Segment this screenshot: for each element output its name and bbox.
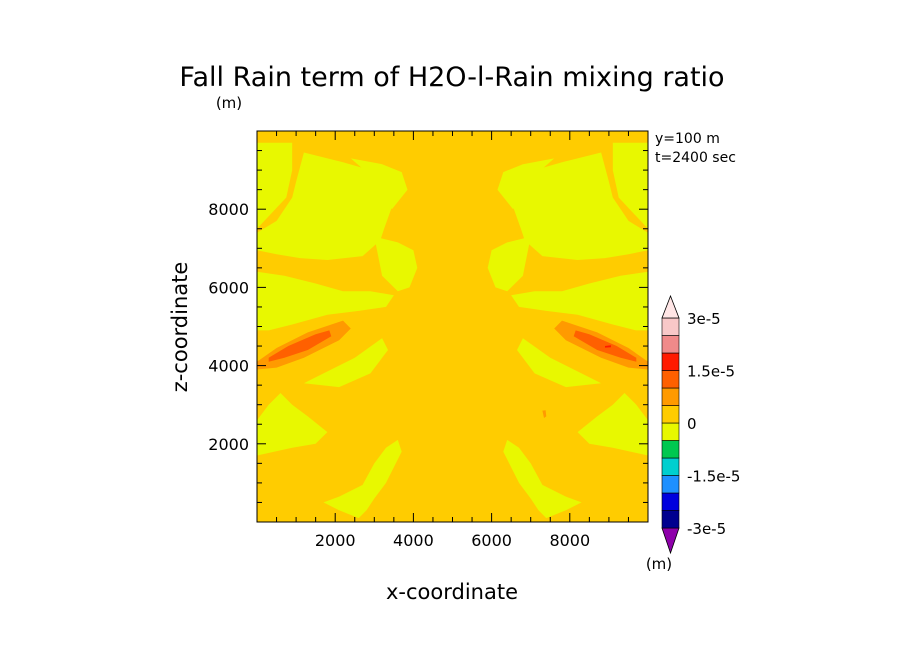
contour-region-6 xyxy=(374,236,418,292)
contour-region-13 xyxy=(577,393,648,456)
colorbar-box xyxy=(661,440,680,459)
colorbar-box xyxy=(661,510,680,529)
y-axis-label: z-coordinate xyxy=(168,262,192,393)
colorbar-box xyxy=(661,475,680,494)
colorbar-label: 1.5e-5 xyxy=(687,363,735,381)
colorbar-box xyxy=(661,335,680,354)
contour-region-4 xyxy=(350,158,408,210)
x-axis-label: x-coordinate xyxy=(386,580,518,604)
colorbar-box xyxy=(661,387,680,406)
colorbar-box xyxy=(661,370,680,389)
contour-regions xyxy=(257,142,648,519)
annotation-y: y=100 m xyxy=(655,131,720,147)
colorbar-box xyxy=(661,492,680,511)
x-tick-label: 4000 xyxy=(393,531,434,550)
contour-region-2 xyxy=(257,152,394,260)
colorbar-labels: 3e-5 1.5e-5 0 -1.5e-5 -3e-5 xyxy=(687,310,740,538)
y-tick-label: 6000 xyxy=(208,278,249,297)
colorbar-unit: (m) xyxy=(646,555,672,573)
contour-region-12 xyxy=(257,393,328,456)
colorbar-upper-triangle xyxy=(661,294,680,319)
x-tick-label: 8000 xyxy=(549,531,590,550)
x-tick-label: 2000 xyxy=(315,531,356,550)
contour-region-3 xyxy=(511,152,648,260)
y-tick-label: 8000 xyxy=(208,200,249,219)
contour-region-5 xyxy=(497,158,555,210)
colorbar-label: -3e-5 xyxy=(687,520,726,538)
contour-region-20 xyxy=(605,345,611,348)
contour-region-7 xyxy=(487,236,531,292)
annotation-t: t=2400 sec xyxy=(655,150,736,166)
colorbar-label: 3e-5 xyxy=(687,310,721,328)
colorbar-box xyxy=(661,405,680,424)
contour-region-0 xyxy=(257,142,293,229)
contour-region-21 xyxy=(542,410,547,418)
colorbar-box xyxy=(661,352,680,371)
y-tick-label: 4000 xyxy=(208,357,249,376)
colorbar-label: 0 xyxy=(687,415,697,433)
contour-region-11 xyxy=(517,338,602,388)
contour-region-9 xyxy=(511,271,648,331)
y-tick-labels: 2000 4000 6000 8000 xyxy=(208,200,249,454)
colorbar-lower-triangle xyxy=(661,527,680,555)
contour-region-1 xyxy=(612,142,648,229)
contour-region-8 xyxy=(257,271,394,331)
axis-ticks xyxy=(257,131,648,522)
x-tick-labels: 2000 4000 6000 8000 xyxy=(315,531,590,550)
contour-region-10 xyxy=(303,338,388,388)
contour-region-14 xyxy=(323,439,402,519)
y-tick-label: 2000 xyxy=(208,435,249,454)
colorbar-label: -1.5e-5 xyxy=(687,468,740,486)
colorbar-box xyxy=(661,317,680,336)
chart-title: Fall Rain term of H2O-l-Rain mixing rati… xyxy=(179,62,724,93)
colorbar-box xyxy=(661,422,680,441)
plot-area xyxy=(256,130,649,523)
contour-region-15 xyxy=(503,439,582,519)
x-tick-label: 6000 xyxy=(471,531,512,550)
colorbar xyxy=(661,294,680,555)
title-unit: (m) xyxy=(216,94,242,112)
colorbar-box xyxy=(661,457,680,476)
contour-region-18 xyxy=(268,330,332,362)
